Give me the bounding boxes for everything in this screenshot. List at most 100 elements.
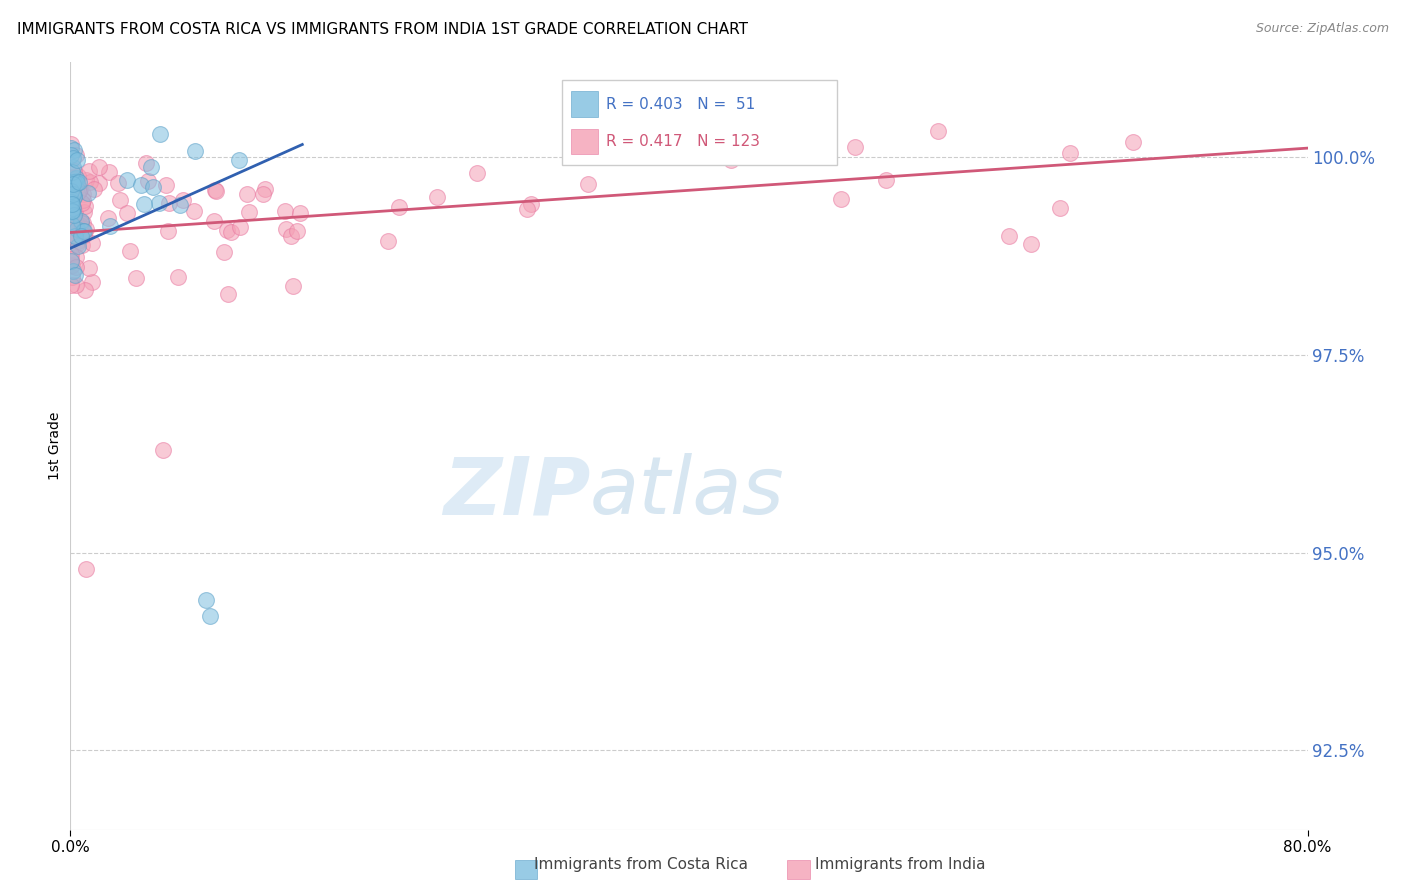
Point	[73, 199, 96, 213]
Text: atlas: atlas	[591, 453, 785, 531]
Point	[60, 184, 83, 198]
Point	[59, 141, 82, 155]
Point	[60, 258, 83, 272]
Point	[69, 216, 91, 230]
Point	[212, 244, 235, 259]
Point	[63, 208, 86, 222]
Point	[66, 239, 89, 253]
Point	[60, 169, 83, 184]
Point	[82, 276, 104, 290]
Point	[60, 200, 83, 214]
Point	[62, 204, 84, 219]
Point	[204, 183, 226, 197]
Point	[62, 218, 84, 232]
Point	[60, 171, 83, 186]
Point	[62, 200, 84, 214]
Point	[65, 268, 87, 282]
Point	[62, 264, 84, 278]
Point	[576, 177, 599, 191]
Point	[388, 200, 411, 214]
Point	[62, 165, 84, 179]
Point	[70, 213, 93, 227]
Point	[63, 143, 86, 157]
Point	[65, 171, 87, 186]
Point	[215, 223, 238, 237]
Point	[516, 202, 538, 217]
Y-axis label: 1st Grade: 1st Grade	[48, 412, 62, 480]
Point	[66, 236, 89, 251]
Point	[65, 277, 87, 292]
Point	[142, 179, 165, 194]
Point	[67, 219, 90, 233]
Point	[63, 223, 86, 237]
Point	[66, 169, 89, 183]
Point	[66, 234, 89, 248]
Text: R = 0.417   N = 123: R = 0.417 N = 123	[606, 134, 761, 149]
Point	[120, 244, 142, 258]
Point	[426, 189, 449, 203]
Point	[217, 287, 239, 301]
Point	[60, 197, 83, 211]
Point	[148, 195, 170, 210]
Point	[63, 206, 86, 220]
Point	[77, 164, 100, 178]
Point	[60, 269, 83, 284]
Point	[66, 222, 89, 236]
Point	[67, 184, 90, 198]
Point	[252, 187, 274, 202]
Point	[70, 238, 93, 252]
Point	[62, 160, 84, 174]
Text: Immigrants from Costa Rica: Immigrants from Costa Rica	[534, 857, 748, 872]
Point	[65, 174, 87, 188]
Point	[60, 147, 83, 161]
Point	[184, 145, 207, 159]
Point	[172, 193, 194, 207]
Point	[62, 190, 84, 204]
Point	[704, 125, 727, 139]
Bar	[571, 128, 598, 154]
Point	[927, 123, 949, 137]
Point	[149, 128, 172, 142]
Point	[60, 189, 83, 203]
Point	[62, 201, 84, 215]
Point	[59, 228, 82, 243]
Point	[155, 178, 177, 193]
Point	[238, 205, 260, 219]
Point	[281, 278, 304, 293]
Point	[60, 184, 83, 198]
Point	[202, 213, 225, 227]
Point	[98, 219, 121, 233]
Bar	[787, 860, 810, 880]
Point	[236, 186, 259, 201]
Point	[87, 176, 110, 190]
Point	[66, 176, 89, 190]
Point	[141, 160, 163, 174]
FancyBboxPatch shape	[562, 80, 837, 165]
Point	[129, 178, 152, 192]
Point	[75, 283, 97, 297]
Point	[62, 152, 84, 166]
Point	[63, 231, 86, 245]
Point	[97, 164, 120, 178]
Point	[62, 209, 84, 223]
Point	[285, 224, 308, 238]
Point	[77, 186, 100, 200]
Point	[73, 205, 96, 219]
Point	[62, 186, 84, 201]
Point	[65, 260, 87, 274]
Point	[67, 176, 90, 190]
Point	[198, 609, 221, 624]
Point	[115, 173, 138, 187]
Point	[60, 277, 83, 292]
Point	[62, 220, 84, 235]
Point	[60, 203, 83, 218]
Point	[76, 173, 98, 187]
Point	[520, 197, 543, 211]
Point	[1059, 146, 1081, 161]
Point	[79, 175, 101, 189]
Point	[87, 160, 110, 174]
Point	[205, 184, 228, 198]
Point	[59, 192, 82, 206]
Point	[77, 260, 100, 275]
Point	[62, 185, 84, 199]
